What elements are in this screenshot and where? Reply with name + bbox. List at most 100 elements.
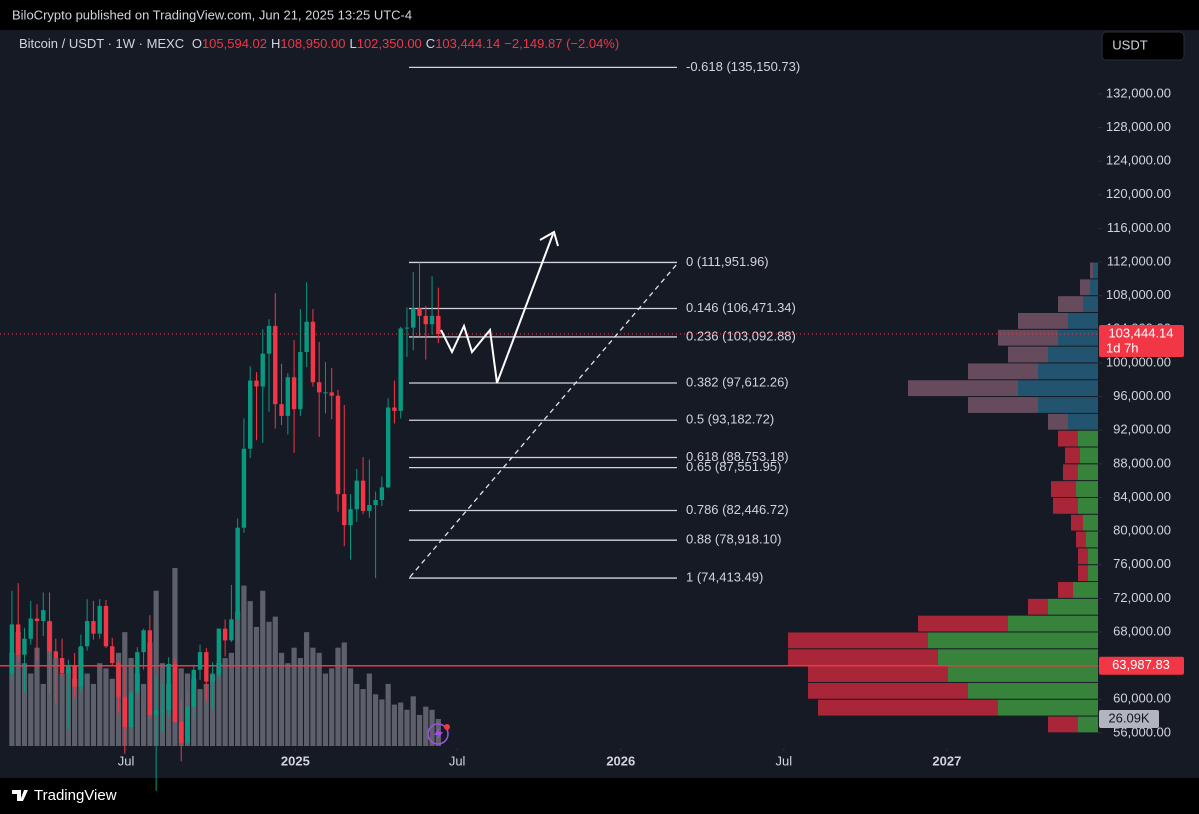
candle-body bbox=[360, 480, 366, 511]
candle-body bbox=[248, 380, 253, 449]
volume-bar bbox=[203, 683, 209, 746]
candle-body bbox=[254, 380, 259, 387]
y-tick-label: 100,000.00 bbox=[1106, 354, 1171, 369]
currency-button[interactable] bbox=[1101, 31, 1185, 61]
volume-bar bbox=[15, 632, 21, 746]
y-tick-label: 112,000.00 bbox=[1107, 253, 1171, 268]
candle-body bbox=[59, 658, 65, 674]
profile-down bbox=[1018, 312, 1068, 329]
y-tick-label: 128,000.00 bbox=[1106, 119, 1171, 134]
profile-up bbox=[1088, 565, 1098, 582]
profile-down bbox=[788, 632, 928, 649]
candle-body bbox=[185, 706, 190, 743]
candle-body bbox=[153, 710, 159, 716]
logo-mark bbox=[12, 790, 28, 801]
volume-bar bbox=[335, 647, 341, 746]
volume-bar bbox=[253, 626, 260, 746]
volume-bar bbox=[316, 652, 322, 746]
x-tick-label: 2025 bbox=[281, 753, 310, 768]
candle-body bbox=[329, 392, 334, 396]
profile-down bbox=[1063, 464, 1078, 481]
event-icon bbox=[427, 723, 449, 745]
candle-body bbox=[179, 721, 184, 743]
volume-bar bbox=[310, 647, 316, 746]
volume-bar bbox=[385, 683, 391, 746]
candle-body bbox=[15, 624, 21, 655]
volume-bar bbox=[90, 683, 97, 746]
symbol: Bitcoin / USDT · 1W · MEXC bbox=[19, 36, 184, 51]
profile-up bbox=[1008, 615, 1098, 632]
fib-label: 0.618 (88,753.18) bbox=[686, 449, 789, 464]
volume-bar bbox=[97, 663, 103, 746]
volume-bar bbox=[329, 668, 335, 746]
volume-bar bbox=[398, 702, 404, 746]
profile-down bbox=[1028, 598, 1048, 615]
profile-up bbox=[1038, 363, 1098, 380]
volume-bar bbox=[72, 678, 78, 746]
candle-body bbox=[354, 480, 360, 510]
candle-body bbox=[417, 308, 422, 316]
currency[interactable]: USDT bbox=[1112, 37, 1147, 52]
ohlc-key: C bbox=[426, 36, 435, 51]
event-dot bbox=[444, 724, 450, 730]
volume-bar bbox=[103, 668, 109, 746]
volume-bar bbox=[278, 652, 285, 746]
profile-down bbox=[968, 397, 1038, 413]
trend-line bbox=[409, 263, 678, 578]
x-tick-label: Jul bbox=[118, 753, 135, 768]
profile-down bbox=[998, 329, 1058, 346]
profile-down bbox=[1058, 430, 1078, 447]
volume-bar bbox=[322, 673, 329, 746]
profile-up bbox=[1076, 481, 1098, 497]
price-box-label: 103,444.14 bbox=[1108, 325, 1173, 340]
ohlc-key: O bbox=[192, 36, 202, 51]
profile-up bbox=[968, 682, 1098, 699]
candle-body bbox=[47, 621, 52, 652]
y-tick-label: 92,000.00 bbox=[1113, 422, 1171, 437]
candle-body bbox=[316, 382, 322, 393]
x-tick-label: Jul bbox=[449, 753, 466, 768]
candle-body bbox=[110, 646, 115, 664]
candle-body bbox=[279, 404, 284, 416]
volume-bar bbox=[28, 673, 34, 746]
volume-bar bbox=[9, 652, 15, 746]
y-tick-label: 56,000.00 bbox=[1113, 724, 1171, 739]
profile-down bbox=[1071, 514, 1083, 531]
volume-bar bbox=[366, 673, 372, 746]
fib-label: 0.5 (93,182.72) bbox=[686, 412, 774, 427]
volume-bar bbox=[247, 601, 253, 746]
candle-body bbox=[398, 328, 403, 411]
attribution: BiloCrypto published on TradingView.com,… bbox=[12, 7, 412, 22]
profile-down bbox=[968, 363, 1038, 380]
volume-bar bbox=[423, 706, 429, 746]
volume-bar bbox=[266, 621, 272, 746]
fib-label: 0.236 (103,092.88) bbox=[686, 328, 796, 343]
fib-label: -0.618 (135,150.73) bbox=[686, 59, 800, 74]
candle-body bbox=[147, 630, 153, 716]
profile-down bbox=[1058, 582, 1073, 598]
x-tick-label: Jul bbox=[776, 753, 793, 768]
candle-body bbox=[78, 646, 84, 687]
candle-body bbox=[429, 315, 435, 325]
candle-body bbox=[22, 638, 27, 655]
profile-up bbox=[928, 632, 1098, 649]
profile-down bbox=[808, 682, 968, 699]
volume-bar bbox=[153, 590, 159, 746]
candle-body bbox=[84, 621, 90, 647]
plot: -0.618 (135,150.73) 0 (111,951.96) 0.146 (… bbox=[0, 59, 1098, 791]
volume-bar bbox=[84, 673, 90, 746]
volume-bar bbox=[304, 632, 310, 746]
candle-body bbox=[404, 327, 410, 329]
profile-up bbox=[1088, 548, 1098, 565]
candle-body bbox=[141, 630, 146, 653]
profile-up bbox=[1083, 296, 1098, 312]
profile-up bbox=[1078, 497, 1098, 514]
candle-body bbox=[285, 377, 291, 416]
footer-logo: TradingView bbox=[12, 787, 117, 804]
profile-up bbox=[1086, 531, 1098, 548]
profile-up bbox=[1068, 312, 1098, 329]
profile-down bbox=[1058, 296, 1083, 312]
y-tick-label: 116,000.00 bbox=[1107, 220, 1171, 235]
price-box-label: 63,987.83 bbox=[1112, 657, 1170, 672]
profile-down bbox=[788, 649, 938, 666]
